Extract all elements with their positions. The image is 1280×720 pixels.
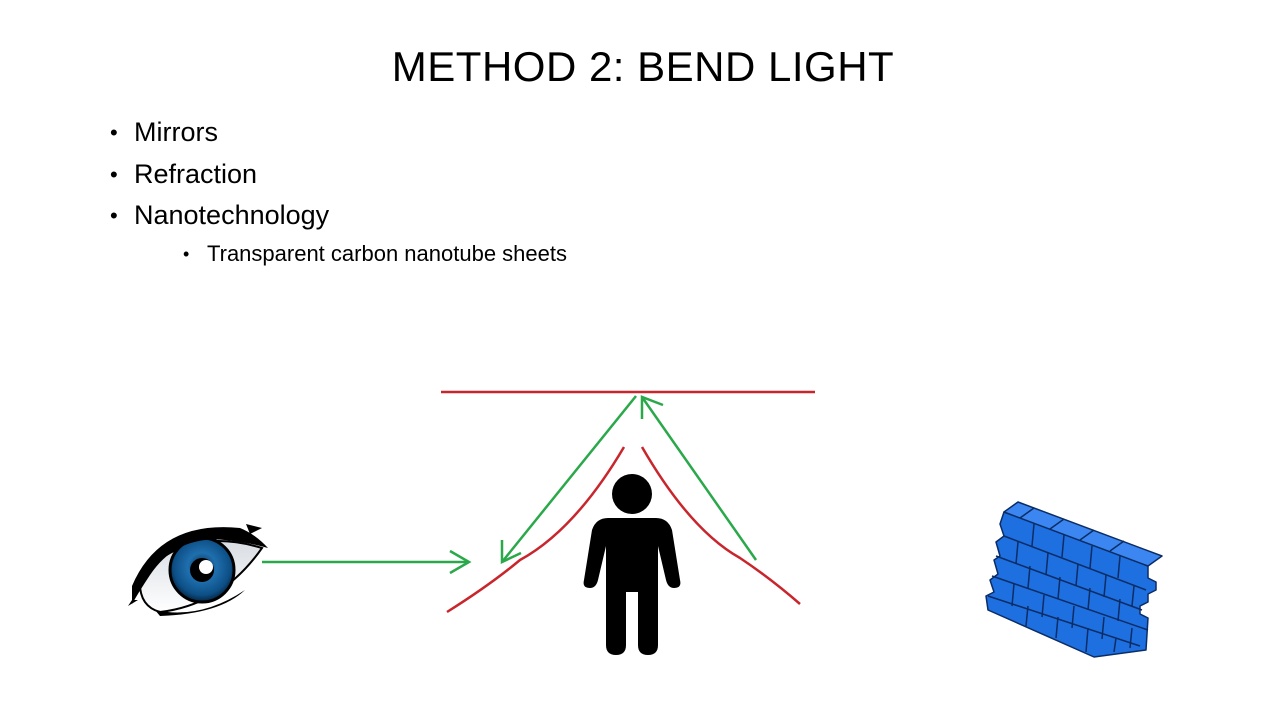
person-icon xyxy=(583,474,681,655)
light-ray-arrow xyxy=(500,395,637,564)
bullet-list: • Mirrors • Refraction • Nanotechnology … xyxy=(108,112,567,271)
bullet-dot-icon: • xyxy=(110,161,118,187)
bullet-dot-icon: • xyxy=(110,203,118,228)
slide-title: METHOD 2: BEND LIGHT xyxy=(391,43,895,90)
bullet-text: Refraction xyxy=(134,158,258,189)
light-ray-arrow xyxy=(262,549,472,575)
sub-bullet-text: Transparent carbon nanotube sheets xyxy=(207,240,567,266)
left-curved-mirror xyxy=(446,446,626,614)
sub-bullet-list: • Transparent carbon nanotube sheets xyxy=(134,237,567,271)
bullet-item: • Nanotechnology • Transparent carbon na… xyxy=(108,195,567,271)
bullet-item: • Mirrors xyxy=(108,112,567,154)
bullet-item: • Refraction xyxy=(108,154,567,196)
sub-bullet-dot-icon: • xyxy=(183,243,190,264)
bullet-dot-icon: • xyxy=(110,120,118,145)
sub-bullet-item: • Transparent carbon nanotube sheets xyxy=(159,237,567,271)
bullet-text: Nanotechnology xyxy=(134,200,330,230)
bullet-text: Mirrors xyxy=(134,117,218,147)
right-curved-mirror xyxy=(640,446,801,605)
brick-wall-icon xyxy=(985,501,1163,658)
light-ray-arrow xyxy=(640,395,758,561)
eye-icon xyxy=(128,524,268,616)
